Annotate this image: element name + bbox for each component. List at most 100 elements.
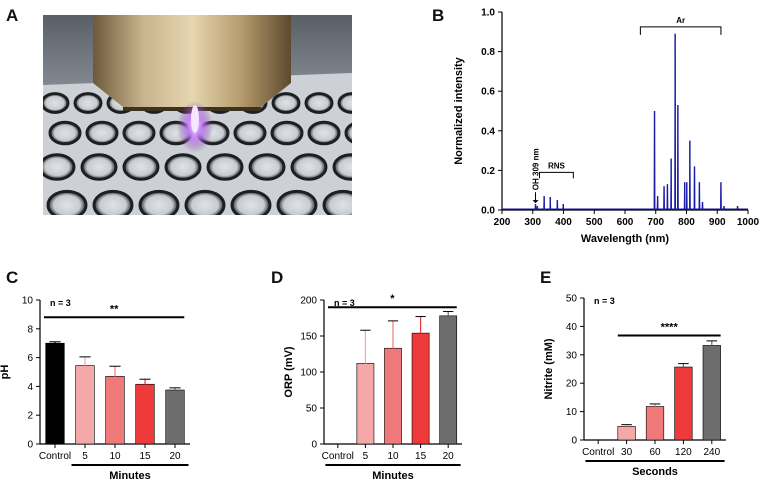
nitrite-bar-chart: 0 10 20 30 40 50 Control 30 60 120 240 Nitrite (mM)… <box>543 294 726 478</box>
panel-label-e: E <box>540 268 552 287</box>
y-axis-label: ORP (mV) <box>283 346 295 397</box>
x-tick-label: 400 <box>555 217 572 228</box>
y-tick-label: 0 <box>311 440 317 451</box>
y-tick-label: 0.2 <box>481 166 495 177</box>
x-axis-label: Seconds <box>632 466 678 478</box>
well-icon <box>80 153 118 181</box>
oh-label: OH 309 nm <box>532 148 541 190</box>
y-tick-label: 2 <box>27 411 33 422</box>
x-tick-label: 600 <box>617 217 634 228</box>
ar-bracket <box>639 26 722 35</box>
y-tick-label: 4 <box>27 382 33 393</box>
well-icon <box>206 153 244 181</box>
well-icon <box>276 189 318 215</box>
well-icon <box>48 120 82 146</box>
y-tick-label: 6 <box>27 353 33 364</box>
rns-bracket <box>539 171 574 179</box>
x-tick-label: 900 <box>709 217 726 228</box>
y-tick-label: 1.0 <box>481 8 495 19</box>
y-tick-label: 40 <box>566 322 578 333</box>
bar <box>439 315 458 445</box>
y-tick-label: 150 <box>300 332 317 343</box>
x-tick-label: 20 <box>443 451 455 462</box>
orp-bar-chart: 0 50 100 150 200 Control 5 10 15 20 ORP (mV) n = 3 *… <box>283 293 462 482</box>
rns-label: RNS <box>548 161 566 170</box>
panel-label-b: B <box>432 6 445 25</box>
bar <box>617 426 636 441</box>
bar <box>702 345 721 441</box>
y-tick-label: 0.6 <box>481 87 495 98</box>
ph-bar-chart: 0 2 4 6 8 10 Control 5 10 15 20 pH n = 3 ** Minutes <box>0 296 190 482</box>
n-label: n = 3 <box>334 298 355 308</box>
well-icon <box>164 153 202 181</box>
y-tick-label: 0 <box>27 440 33 451</box>
y-axis-label: Normalized intensity <box>453 56 465 164</box>
x-tick-label: Control <box>582 447 614 458</box>
y-tick-label: 0.0 <box>481 206 495 217</box>
x-tick-label: 800 <box>678 217 695 228</box>
y-tick-label: 50 <box>306 404 318 415</box>
well-icon <box>344 122 352 144</box>
y-tick-label: 0.4 <box>481 126 495 137</box>
x-tick-label: 60 <box>649 447 661 458</box>
well-icon <box>85 120 119 146</box>
well-icon <box>290 153 328 181</box>
y-tick-label: 20 <box>566 379 578 390</box>
oh-arrowhead <box>532 200 539 204</box>
x-tick-label: 30 <box>621 447 633 458</box>
bar <box>384 347 402 445</box>
y-tick-label: 8 <box>27 324 33 335</box>
y-tick-label: 0.8 <box>481 47 495 58</box>
x-tick-label: 300 <box>524 217 541 228</box>
y-axis-label: Nitrite (mM) <box>543 338 555 399</box>
bar <box>45 342 65 445</box>
x-tick-label: 20 <box>169 451 181 462</box>
bar <box>674 366 693 441</box>
well-icon <box>43 92 70 114</box>
well-icon <box>122 153 160 181</box>
x-tick-label: 5 <box>363 451 369 462</box>
x-tick-label: Control <box>322 451 354 462</box>
well-icon <box>138 189 180 215</box>
well-icon <box>184 189 226 215</box>
panel-label-c: C <box>6 268 19 287</box>
n-label: n = 3 <box>50 298 71 308</box>
well-icon <box>332 153 352 181</box>
x-tick-label: 15 <box>139 451 151 462</box>
bar <box>135 383 155 445</box>
x-tick-label: 15 <box>415 451 427 462</box>
bar <box>105 376 125 445</box>
y-tick-label: 10 <box>566 407 578 418</box>
bar <box>165 389 185 445</box>
well-icon <box>122 120 156 146</box>
x-axis-label: Wavelength (nm) <box>581 233 670 245</box>
well-icon <box>337 92 352 114</box>
significance-label: ** <box>110 303 119 315</box>
x-tick-label: 10 <box>387 451 399 462</box>
x-tick-label: 1000 <box>737 217 760 228</box>
y-tick-label: 50 <box>566 294 578 305</box>
x-tick-label: 700 <box>647 217 664 228</box>
x-tick-label: 5 <box>82 451 88 462</box>
plasma-jet-photo-svg <box>43 15 352 215</box>
y-tick-label: 30 <box>566 350 578 361</box>
y-tick-label: 100 <box>300 368 317 379</box>
bar <box>356 363 375 445</box>
well-icon <box>230 189 272 215</box>
x-tick-label: 200 <box>494 217 511 228</box>
well-icon <box>248 153 286 181</box>
bar <box>645 406 665 441</box>
x-tick-label: 500 <box>586 217 603 228</box>
x-axis-label: Minutes <box>372 470 414 482</box>
well-icon <box>92 189 134 215</box>
well-icon <box>270 120 304 146</box>
x-axis-label: Minutes <box>109 470 151 482</box>
ar-label: Ar <box>676 16 685 25</box>
y-tick-label: 10 <box>22 296 34 307</box>
well-icon <box>46 189 88 215</box>
x-tick-label: 240 <box>703 447 720 458</box>
well-icon <box>73 92 103 114</box>
well-icon <box>233 120 267 146</box>
well-icon <box>43 153 76 181</box>
well-icon <box>304 92 334 114</box>
